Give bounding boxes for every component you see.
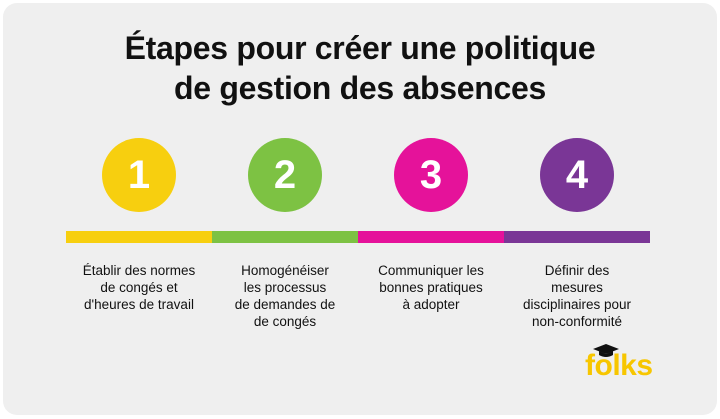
title-line-2: de gestion des absences xyxy=(174,70,546,106)
step-2-line-4: de congés xyxy=(253,314,317,329)
step-1-number: 1 xyxy=(127,152,151,197)
step-4-circle: 4 xyxy=(540,138,614,212)
step-1-line-1: Établir des normes xyxy=(82,263,196,278)
step-1-circle: 1 xyxy=(102,138,176,212)
step-2-number: 2 xyxy=(273,152,297,197)
step-3-line-2: bonnes pratiques xyxy=(379,280,483,295)
step-2-description: Homogénéiser les processus de demandes d… xyxy=(206,262,364,330)
step-3-circle: 3 xyxy=(394,138,468,212)
folks-logo: folks xyxy=(585,344,675,387)
step-4-line-4: non-conformité xyxy=(531,314,623,329)
page-title: Étapes pour créer une politique de gesti… xyxy=(0,28,720,108)
step-3-number: 3 xyxy=(419,152,443,197)
step-3-line-1: Communiquer les xyxy=(378,263,484,278)
graduation-cap-icon xyxy=(593,344,619,357)
step-3-description: Communiquer les bonnes pratiques à adopt… xyxy=(352,262,510,313)
title-line-1: Étapes pour créer une politique xyxy=(124,30,596,66)
step-1-description: Établir des normes de congés et d'heures… xyxy=(60,262,218,313)
step-4-line-2: mesures xyxy=(551,280,603,295)
step-2-bar xyxy=(212,231,358,243)
step-2-line-1: Homogénéiser xyxy=(241,263,329,278)
infographic-card xyxy=(3,3,717,415)
logo-text: folks xyxy=(585,349,653,382)
step-4-line-3: disciplinaires pour xyxy=(522,297,632,312)
step-1-line-2: de congés et xyxy=(100,280,178,295)
step-3-line-3: à adopter xyxy=(402,297,460,312)
step-1-bar xyxy=(66,231,212,243)
step-4-line-1: Définir des xyxy=(544,263,610,278)
step-4-number: 4 xyxy=(565,152,589,197)
step-4-bar xyxy=(504,231,650,243)
step-3-bar xyxy=(358,231,504,243)
step-2-line-2: les processus xyxy=(243,280,327,295)
step-1-line-3: d'heures de travail xyxy=(84,297,194,312)
step-2-circle: 2 xyxy=(248,138,322,212)
step-2-line-3: de demandes de xyxy=(234,297,336,312)
step-4-description: Définir des mesures disciplinaires pour … xyxy=(498,262,656,330)
